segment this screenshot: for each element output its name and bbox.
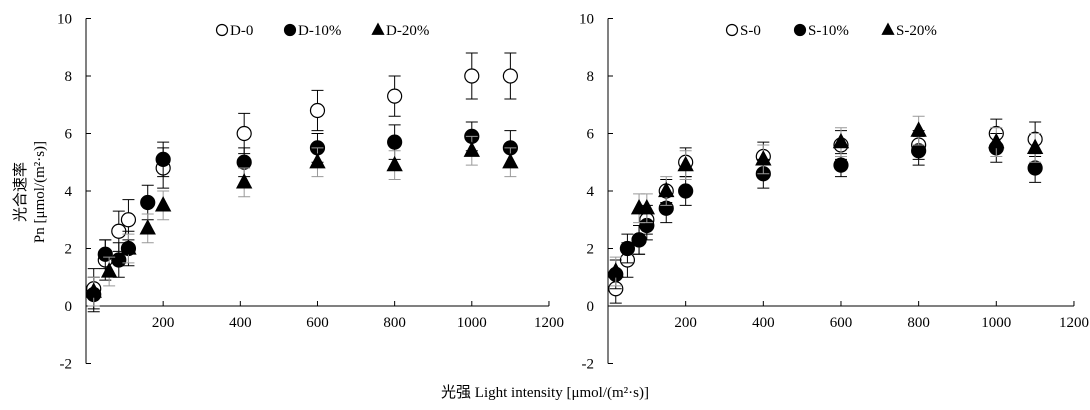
- y-axis-title-en: Pn [μmol/(m²·s)]: [32, 141, 48, 243]
- series-S-20%: [607, 115, 1044, 287]
- data-point: [678, 183, 694, 199]
- data-point: [1027, 160, 1043, 176]
- x-tick-label: 1200: [534, 315, 564, 331]
- data-point: [631, 232, 647, 248]
- data-point: [309, 102, 326, 119]
- y-tick-label: 0: [65, 299, 73, 315]
- legend-marker: [215, 23, 229, 37]
- x-tick-label: 200: [674, 315, 697, 331]
- legend-marker: [881, 22, 895, 35]
- data-point: [236, 154, 252, 170]
- x-tick-label: 800: [907, 315, 930, 331]
- y-tick-label: 2: [65, 242, 73, 258]
- data-point: [120, 239, 137, 255]
- data-point: [464, 68, 480, 84]
- data-point: [1026, 138, 1044, 154]
- series-D-10%: [86, 121, 518, 313]
- y-tick-label: 0: [587, 299, 595, 315]
- x-axis-title: 光强 Light intensity [μmol/(m²·s)]: [441, 384, 649, 401]
- legend: S-0 S-10% S-20%: [725, 22, 937, 39]
- x-tick-label: 600: [306, 315, 329, 331]
- series-D-20%: [85, 135, 519, 307]
- legend-label: D-10%: [298, 23, 341, 39]
- data-point: [658, 181, 675, 198]
- data-point: [120, 212, 137, 228]
- data-point: [833, 157, 849, 173]
- data-point: [910, 121, 927, 137]
- chart-panel-2: -2 0 2 4 6 8 10 200 400 600 800 1000 1200 S-0 S-10% S-2…: [579, 12, 1089, 373]
- data-point: [155, 151, 171, 167]
- chart-panel-1: -2 0 2 4 6 8 10 200 400 600 800 1000 1200 D-0 D-10% D-2…: [57, 12, 564, 373]
- y-tick-label: 2: [587, 242, 595, 258]
- data-point: [154, 196, 172, 212]
- series-S-10%: [608, 133, 1043, 290]
- data-point: [387, 88, 403, 104]
- data-point: [638, 198, 656, 215]
- data-point: [607, 262, 624, 278]
- legend-marker: [371, 22, 385, 35]
- y-tick-label: 4: [65, 184, 73, 200]
- y-tick-label: 10: [579, 12, 594, 28]
- legend: D-0 D-10% D-20%: [215, 22, 429, 39]
- series-D-0: [86, 52, 518, 310]
- y-tick-label: 6: [587, 127, 595, 143]
- data-point: [387, 134, 403, 150]
- data-point: [832, 132, 850, 149]
- data-point: [85, 282, 102, 298]
- x-tick-label: 400: [229, 315, 252, 331]
- data-point: [235, 173, 253, 189]
- legend-label: S-10%: [808, 23, 849, 39]
- data-point: [755, 150, 772, 166]
- data-point: [309, 152, 326, 169]
- legend-label: D-20%: [386, 23, 429, 39]
- data-point: [140, 194, 156, 211]
- y-tick-label: 8: [587, 69, 595, 85]
- x-tick-label: 1000: [457, 315, 487, 331]
- legend-label: S-20%: [896, 23, 937, 39]
- y-tick-label: 10: [57, 12, 72, 28]
- y-tick-label: -2: [582, 357, 595, 373]
- x-tick-label: 600: [830, 315, 853, 331]
- data-point: [386, 155, 403, 172]
- legend-label: S-0: [740, 23, 761, 39]
- data-point: [502, 152, 519, 169]
- data-point: [619, 240, 636, 257]
- data-point: [502, 68, 518, 84]
- legend-marker: [793, 23, 807, 37]
- data-point: [100, 262, 118, 278]
- data-point: [677, 155, 694, 172]
- y-tick-label: 4: [587, 184, 595, 200]
- y-tick-label: 6: [65, 127, 73, 143]
- series-S-0: [608, 118, 1043, 304]
- x-tick-label: 200: [152, 315, 175, 331]
- x-tick-label: 800: [383, 315, 406, 331]
- legend-marker: [283, 23, 297, 37]
- legend-label: D-0: [230, 23, 253, 39]
- data-point: [97, 246, 113, 262]
- x-tick-label: 1000: [981, 315, 1011, 331]
- y-tick-label: 8: [65, 69, 73, 85]
- data-point: [236, 125, 252, 142]
- x-tick-label: 1200: [1059, 315, 1089, 331]
- x-tick-label: 400: [752, 315, 775, 331]
- data-point: [988, 132, 1005, 149]
- y-tick-label: -2: [60, 357, 73, 373]
- y-axis-title-cn: 光合速率: [12, 162, 29, 222]
- data-point: [911, 143, 927, 159]
- legend-marker: [725, 23, 739, 37]
- data-point: [139, 219, 156, 235]
- data-point: [111, 252, 127, 268]
- data-point: [463, 141, 480, 157]
